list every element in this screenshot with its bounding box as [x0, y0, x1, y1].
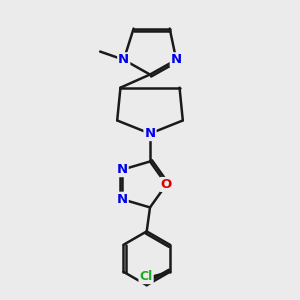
- Text: N: N: [171, 53, 182, 66]
- Text: N: N: [116, 163, 128, 176]
- Text: Cl: Cl: [140, 270, 153, 283]
- Text: N: N: [144, 127, 156, 140]
- Text: N: N: [116, 193, 128, 206]
- Text: N: N: [118, 53, 129, 66]
- Text: O: O: [161, 178, 172, 191]
